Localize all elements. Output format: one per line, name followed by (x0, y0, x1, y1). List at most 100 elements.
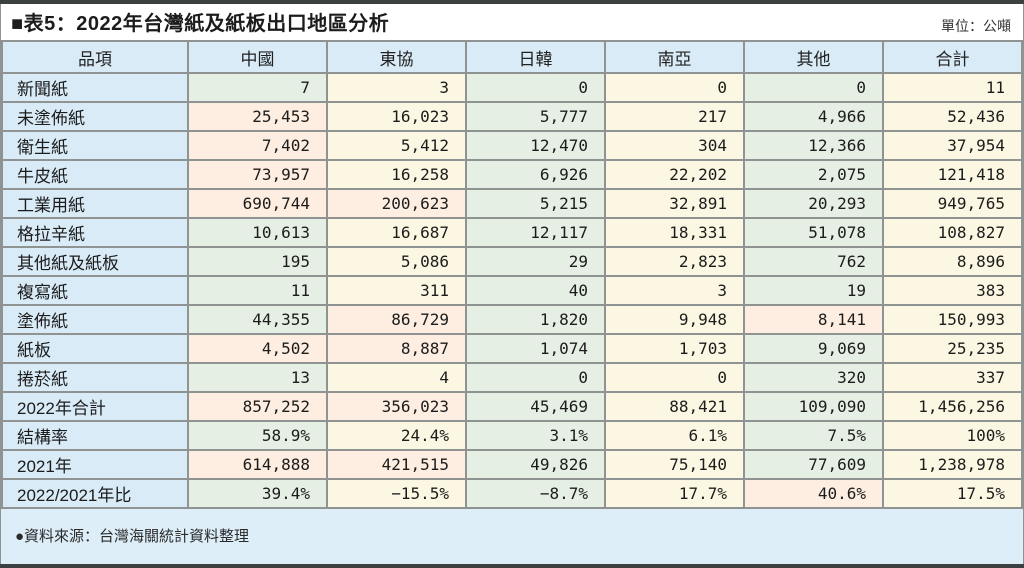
row-label: 工業用紙 (1, 188, 189, 219)
top-rule (0, 0, 1024, 4)
table-row: 結構率 58.9% 24.4% 3.1% 6.1% 7.5% 100% (1, 420, 1023, 451)
row-label: 結構率 (1, 420, 189, 451)
value-cell: 3.1% (465, 420, 606, 451)
export-region-table: 品項 中國 東協 日韓 南亞 其他 合計 新聞紙 7 3 0 0 0 11 未塗佈紙 25,45… (1, 40, 1023, 509)
table-row: 紙板 4,502 8,887 1,074 1,703 9,069 25,235 (1, 333, 1023, 364)
table-row: 複寫紙 11 311 40 3 19 383 (1, 275, 1023, 306)
value-cell: 1,820 (465, 304, 606, 335)
row-label: 塗佈紙 (1, 304, 189, 335)
row-label: 衛生紙 (1, 130, 189, 161)
row-label: 2022/2021年比 (1, 478, 189, 509)
value-cell: 311 (326, 275, 467, 306)
value-cell: 24.4% (326, 420, 467, 451)
value-cell: 1,456,256 (882, 391, 1023, 422)
column-header-total: 合計 (882, 40, 1023, 74)
value-cell: 39.4% (187, 478, 328, 509)
value-cell: 1,074 (465, 333, 606, 364)
value-cell: 29 (465, 246, 606, 277)
value-cell: 949,765 (882, 188, 1023, 219)
value-cell: 12,470 (465, 130, 606, 161)
value-cell: 49,826 (465, 449, 606, 480)
value-cell: 614,888 (187, 449, 328, 480)
value-cell: 200,623 (326, 188, 467, 219)
value-cell: 1,238,978 (882, 449, 1023, 480)
value-cell: 2,075 (743, 159, 884, 190)
row-label: 捲菸紙 (1, 362, 189, 393)
value-cell: 0 (604, 72, 745, 103)
row-label: 2022年合計 (1, 391, 189, 422)
value-cell: 690,744 (187, 188, 328, 219)
value-cell: 40.6% (743, 478, 884, 509)
value-cell: 195 (187, 246, 328, 277)
value-cell: 37,954 (882, 130, 1023, 161)
value-cell: 7.5% (743, 420, 884, 451)
value-cell: 12,117 (465, 217, 606, 248)
value-cell: 40 (465, 275, 606, 306)
value-cell: 8,896 (882, 246, 1023, 277)
value-cell: 77,609 (743, 449, 884, 480)
title-row: ■表5：2022年台灣紙及紙板出口地區分析 單位：公噸 (1, 4, 1023, 40)
row-label: 紙板 (1, 333, 189, 364)
row-label: 其他紙及紙板 (1, 246, 189, 277)
row-label: 牛皮紙 (1, 159, 189, 190)
table-row: 未塗佈紙 25,453 16,023 5,777 217 4,966 52,436 (1, 101, 1023, 132)
value-cell: 32,891 (604, 188, 745, 219)
value-cell: 4 (326, 362, 467, 393)
column-header-asean: 東協 (326, 40, 467, 74)
row-label: 未塗佈紙 (1, 101, 189, 132)
value-cell: 421,515 (326, 449, 467, 480)
row-label: 格拉辛紙 (1, 217, 189, 248)
value-cell: 5,777 (465, 101, 606, 132)
value-cell: 25,453 (187, 101, 328, 132)
table-frame: ■表5：2022年台灣紙及紙板出口地區分析 單位：公噸 品項 中國 東協 日韓 … (0, 4, 1024, 564)
value-cell: 52,436 (882, 101, 1023, 132)
unit-label: 單位：公噸 (941, 18, 1011, 34)
value-cell: 5,215 (465, 188, 606, 219)
row-label: 2021年 (1, 449, 189, 480)
value-cell: 0 (465, 362, 606, 393)
table-row: 2021年 614,888 421,515 49,826 75,140 77,609 1,2… (1, 449, 1023, 480)
row-label: 複寫紙 (1, 275, 189, 306)
value-cell: 19 (743, 275, 884, 306)
value-cell: 75,140 (604, 449, 745, 480)
value-cell: 51,078 (743, 217, 884, 248)
value-cell: 108,827 (882, 217, 1023, 248)
value-cell: 18,331 (604, 217, 745, 248)
value-cell: 17.7% (604, 478, 745, 509)
value-cell: 857,252 (187, 391, 328, 422)
value-cell: 8,141 (743, 304, 884, 335)
table-row: 2022年合計 857,252 356,023 45,469 88,421 109,090… (1, 391, 1023, 422)
value-cell: −8.7% (465, 478, 606, 509)
table-row: 其他紙及紙板 195 5,086 29 2,823 762 8,896 (1, 246, 1023, 277)
value-cell: 356,023 (326, 391, 467, 422)
value-cell: 16,687 (326, 217, 467, 248)
value-cell: 304 (604, 130, 745, 161)
value-cell: 6,926 (465, 159, 606, 190)
value-cell: 5,412 (326, 130, 467, 161)
value-cell: 7,402 (187, 130, 328, 161)
value-cell: 0 (743, 72, 884, 103)
column-header-jpkr: 日韓 (465, 40, 606, 74)
value-cell: 0 (604, 362, 745, 393)
header-row: 品項 中國 東協 日韓 南亞 其他 合計 (1, 40, 1023, 74)
value-cell: 13 (187, 362, 328, 393)
value-cell: 25,235 (882, 333, 1023, 364)
column-header-other: 其他 (743, 40, 884, 74)
value-cell: 12,366 (743, 130, 884, 161)
table-row: 2022/2021年比 39.4% −15.5% −8.7% 17.7% 40.6% 17.… (1, 478, 1023, 509)
value-cell: 2,823 (604, 246, 745, 277)
value-cell: 11 (187, 275, 328, 306)
value-cell: 7 (187, 72, 328, 103)
value-cell: 4,502 (187, 333, 328, 364)
table-row: 新聞紙 7 3 0 0 0 11 (1, 72, 1023, 103)
value-cell: 9,069 (743, 333, 884, 364)
value-cell: −15.5% (326, 478, 467, 509)
value-cell: 3 (326, 72, 467, 103)
value-cell: 16,258 (326, 159, 467, 190)
table-row: 捲菸紙 13 4 0 0 320 337 (1, 362, 1023, 393)
column-header-china: 中國 (187, 40, 328, 74)
value-cell: 88,421 (604, 391, 745, 422)
table-row: 工業用紙 690,744 200,623 5,215 32,891 20,293 949,7… (1, 188, 1023, 219)
table-row: 塗佈紙 44,355 86,729 1,820 9,948 8,141 150,993 (1, 304, 1023, 335)
value-cell: 45,469 (465, 391, 606, 422)
